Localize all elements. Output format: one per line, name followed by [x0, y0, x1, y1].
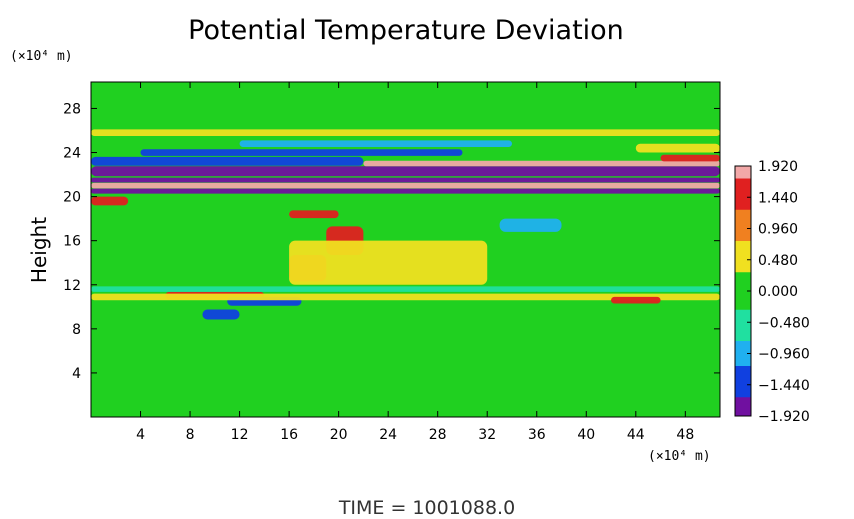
colorbar-segment	[735, 284, 751, 292]
colorbar-label: 0.000	[758, 284, 798, 300]
colorbar: 1.920 1.440 0.960 0.480 0.000 −0.480 −0.960 −1.…	[734, 159, 810, 425]
colorbar-segment	[735, 172, 751, 179]
colorbar-label: 0.960	[758, 222, 798, 238]
colorbar-segment	[735, 353, 751, 361]
field-band	[660, 154, 720, 162]
colorbar-segment	[735, 309, 751, 317]
colorbar-label: 1.440	[758, 190, 798, 206]
colorbar-segment	[735, 397, 751, 404]
y-tick-label: 24	[63, 146, 81, 162]
colorbar-segment	[735, 178, 751, 186]
y-axis: 4 8 12 16 20 24 28	[63, 101, 720, 382]
field-band	[91, 182, 720, 189]
y-axis-label: Height	[27, 217, 51, 283]
x-tick-label: 48	[676, 427, 694, 443]
colorbar-segment	[735, 259, 751, 267]
x-tick-label: 24	[379, 427, 397, 443]
field-band	[91, 188, 720, 194]
colorbar-segment	[735, 341, 751, 348]
field-band	[91, 286, 720, 292]
colorbar-label: −1.920	[758, 409, 810, 425]
y-tick-label: 16	[63, 234, 81, 250]
field-band	[289, 210, 339, 219]
colorbar-segment	[735, 266, 751, 273]
colorbar-segment	[735, 328, 751, 336]
colorbar-segment	[735, 409, 751, 417]
colorbar-segment	[735, 184, 751, 192]
x-tick-label: 4	[136, 427, 145, 443]
colorbar-segment	[735, 347, 751, 354]
colorbar-segment	[735, 391, 751, 398]
field-band	[202, 309, 240, 320]
colorbar-segment	[735, 272, 751, 279]
colorbar-segment	[735, 359, 751, 367]
x-tick-label: 44	[627, 427, 645, 443]
y-tick-label: 8	[72, 322, 81, 338]
colorbar-label: 1.920	[758, 159, 798, 175]
x-tick-label: 32	[478, 427, 496, 443]
x-tick-label: 40	[577, 427, 595, 443]
colorbar-segment	[735, 216, 751, 223]
field-band	[91, 293, 720, 301]
field-band	[499, 218, 562, 232]
colorbar-segment	[735, 222, 751, 229]
x-tick-label: 8	[186, 427, 195, 443]
y-tick-label: 28	[63, 101, 81, 117]
field-band	[635, 143, 720, 153]
time-label: TIME = 1001088.0	[338, 497, 515, 519]
field-band	[91, 177, 720, 183]
colorbar-segment	[735, 278, 751, 286]
colorbar-segment	[735, 241, 751, 248]
field-band	[91, 129, 720, 136]
colorbar-label: −1.440	[758, 378, 810, 394]
field-layer	[91, 129, 720, 320]
colorbar-label: −0.960	[758, 347, 810, 363]
x-tick-label: 36	[528, 427, 546, 443]
colorbar-segment	[735, 334, 751, 342]
x-tick-label: 20	[330, 427, 348, 443]
field-band	[239, 140, 512, 148]
colorbar-segment	[735, 253, 751, 261]
colorbar-segment	[735, 191, 751, 198]
colorbar-segment	[735, 384, 751, 392]
colorbar-segment	[735, 303, 751, 311]
colorbar-segment	[735, 234, 751, 242]
colorbar-segment	[735, 366, 751, 373]
x-axis: 4 8 12 16 20 24 28 32 36 40 44 48	[136, 82, 694, 443]
field-band	[91, 196, 129, 206]
colorbar-segment	[735, 166, 751, 173]
y-tick-label: 12	[63, 278, 81, 294]
colorbar-segment	[735, 228, 751, 236]
y-axis-unit: (×10⁴ m)	[10, 49, 73, 64]
colorbar-segment	[735, 197, 751, 204]
colorbar-segment	[735, 247, 751, 254]
colorbar-segment	[735, 316, 751, 323]
colorbar-segment	[735, 297, 751, 304]
colorbar-segment	[735, 372, 751, 379]
field-band	[91, 156, 364, 166]
chart-title: Potential Temperature Deviation	[188, 15, 624, 46]
y-tick-label: 20	[63, 190, 81, 206]
colorbar-segment	[735, 403, 751, 411]
plot-frame	[90, 81, 721, 418]
colorbar-segment	[735, 378, 751, 386]
colorbar-segment	[735, 322, 751, 329]
y-tick-label: 4	[72, 366, 81, 382]
x-axis-unit: (×10⁴ m)	[648, 449, 711, 464]
x-tick-label: 12	[231, 427, 249, 443]
x-tick-label: 16	[280, 427, 298, 443]
field-band	[140, 149, 463, 156]
field-band	[91, 166, 720, 177]
colorbar-segment	[735, 203, 751, 211]
colorbar-label: 0.480	[758, 253, 798, 269]
colorbar-segment	[735, 209, 751, 217]
field-band	[611, 296, 661, 304]
colorbar-segment	[735, 291, 751, 298]
field-band	[363, 160, 720, 167]
field-band	[289, 240, 488, 285]
x-tick-label: 28	[429, 427, 447, 443]
colorbar-label: −0.480	[758, 315, 810, 331]
